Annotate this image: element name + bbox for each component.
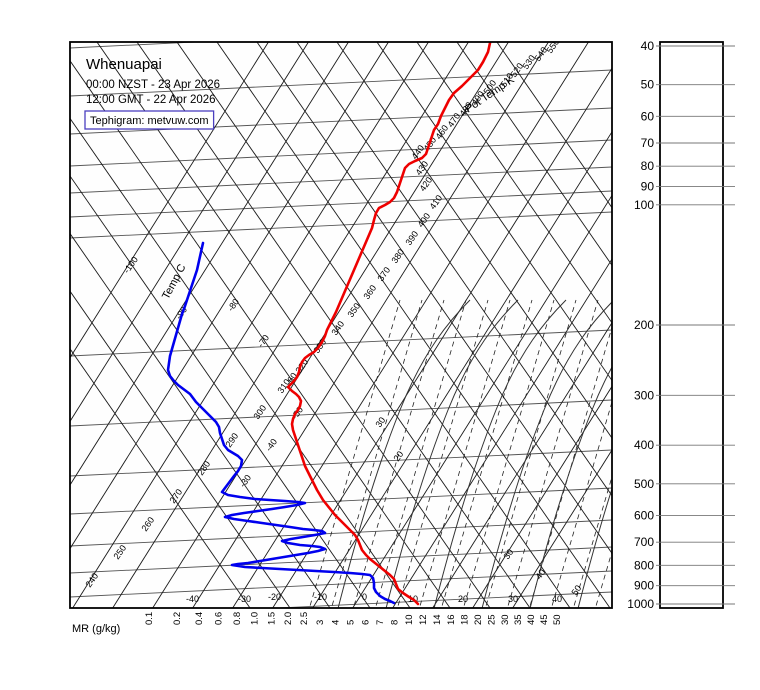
mr-tick-label: 6: [360, 620, 371, 625]
mr-tick-label: 8: [390, 620, 401, 625]
mr-tick-label: 2.5: [299, 612, 310, 625]
mr-tick-label: 14: [432, 614, 443, 625]
station-name: Whenuapai: [86, 56, 162, 73]
pressure-tick-label: 300: [634, 388, 654, 402]
pressure-tick-label: 90: [641, 180, 655, 194]
mr-tick-label: 5: [346, 620, 357, 625]
svg-text:40: 40: [533, 567, 547, 581]
pressure-tick-label: 100: [634, 198, 654, 212]
svg-text:50: 50: [569, 583, 583, 597]
mixing-ratio-axis: MR (g/kg) 0.1 0.2 0.4 0.6 0.8 1.0 1.5 2.0 2.5 3 4 5…: [72, 612, 563, 635]
local-time: 00:00 NZST - 23 Apr 2026: [86, 79, 220, 91]
plot-border: [69, 41, 613, 609]
mr-tick-label: 7: [375, 620, 386, 625]
mr-tick-label: 35: [513, 614, 524, 625]
pressure-tick-label: 800: [634, 558, 654, 572]
pressure-tick-label: 70: [641, 136, 655, 150]
mr-tick-label: 0.6: [213, 612, 224, 625]
svg-text:30: 30: [501, 547, 515, 561]
pressure-tick-label: 900: [634, 579, 654, 593]
mr-tick-label: 50: [552, 614, 563, 625]
mr-tick-label: 16: [446, 614, 457, 625]
svg-text:-40: -40: [186, 594, 199, 604]
svg-text:-20: -20: [268, 592, 281, 602]
plot-background: [70, 42, 612, 608]
source-label: Tephigram: metvuw.com: [90, 115, 209, 127]
svg-text:0: 0: [362, 592, 367, 602]
svg-text:30: 30: [373, 415, 387, 429]
svg-text:-10: -10: [314, 592, 327, 602]
svg-text:20: 20: [458, 594, 468, 604]
pressure-ticks: 40 50 60 70 80 90 100 200 300 400 500 600 700 800 900 1…: [627, 39, 735, 611]
mr-tick-label: 45: [539, 614, 550, 625]
pressure-tick-label: 700: [634, 535, 654, 549]
svg-text:560: 560: [546, 27, 563, 45]
svg-text:40: 40: [552, 594, 562, 604]
mr-tick-label: 0.2: [172, 612, 183, 625]
source-box[interactable]: [84, 110, 215, 130]
mr-tick-label: 0.1: [144, 612, 155, 625]
pressure-tick-label: 50: [641, 78, 655, 92]
svg-text:-30: -30: [238, 594, 251, 604]
mr-tick-label: 12: [418, 614, 429, 625]
mr-tick-label: 4: [330, 620, 341, 625]
isotherm-lines: [70, 42, 612, 608]
mr-tick-label: 0.8: [232, 612, 243, 625]
mr-tick-label: 18: [460, 614, 471, 625]
mr-tick-label: 30: [500, 614, 511, 625]
mr-tick-label: 2.0: [283, 612, 294, 625]
pressure-tick-label: 500: [634, 477, 654, 491]
pressure-tick-label: 200: [634, 318, 654, 332]
pressure-panel: 40 50 60 70 80 90 100 200 300 400 500 600 700 800 900 1…: [627, 39, 735, 611]
pressure-tick-label: 80: [641, 159, 655, 173]
mr-tick-label: 20: [473, 614, 484, 625]
mr-tick-label: 10: [404, 614, 415, 625]
pressure-tick-label: 600: [634, 508, 654, 522]
pressure-tick-label: 60: [641, 109, 655, 123]
mr-tick-labels: 0.1 0.2 0.4 0.6 0.8 1.0 1.5 2.0 2.5 3 4 5 6 7 8 10 12 14 1…: [144, 612, 563, 625]
mr-tick-label: 0.4: [194, 612, 205, 625]
svg-text:20: 20: [391, 449, 405, 463]
title-block: Whenuapai 00:00 NZST - 23 Apr 2026 12:00…: [84, 56, 220, 130]
mr-axis-label: MR (g/kg): [72, 623, 120, 635]
mr-tick-label: 1.0: [250, 612, 261, 625]
mr-tick-label: 25: [487, 614, 498, 625]
utc-time: 12:00 GMT - 22 Apr 2026: [86, 94, 216, 106]
pressure-tick-label: 400: [634, 438, 654, 452]
mr-tick-label: 1.5: [267, 612, 278, 625]
saturated-adiabat-lines: [337, 299, 612, 608]
pressure-tick-label: 1000: [627, 597, 654, 611]
dewpoint-trace: [166, 241, 396, 605]
mr-tick-label: 40: [526, 614, 537, 625]
svg-text:30: 30: [508, 594, 518, 604]
mr-tick-label: 3: [315, 620, 326, 625]
pressure-tick-label: 40: [641, 39, 655, 53]
temperature-trace: [286, 42, 492, 606]
